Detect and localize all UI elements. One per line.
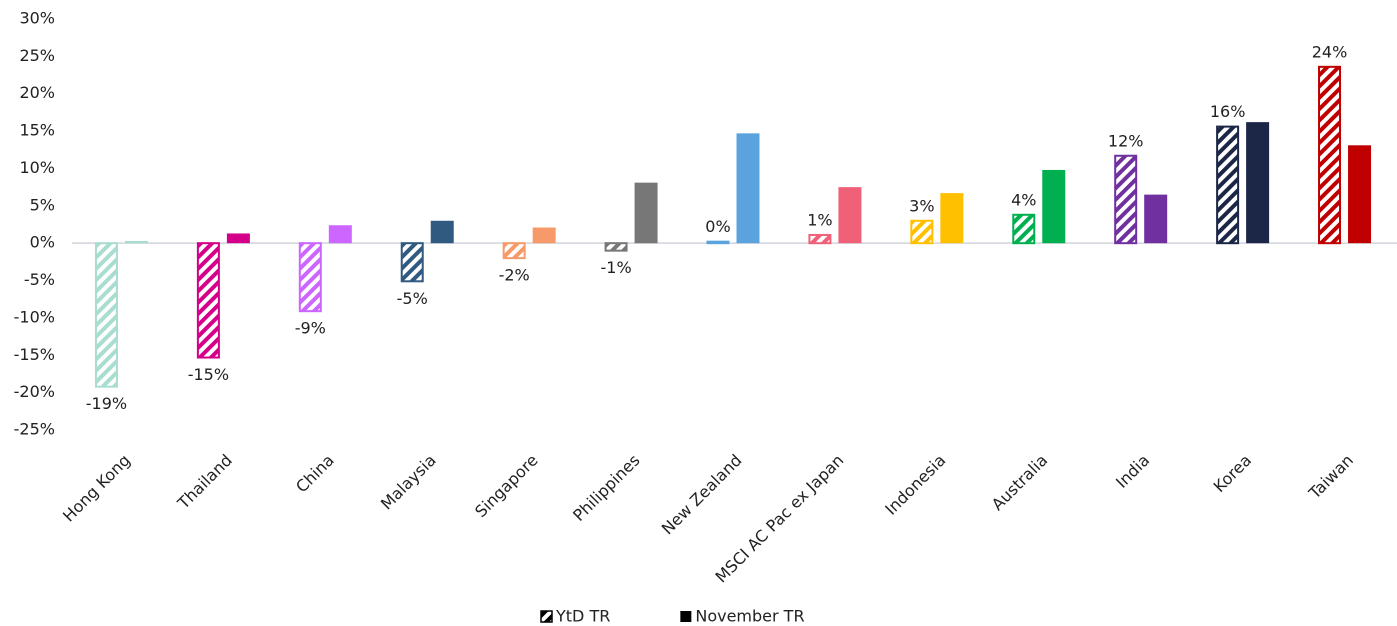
bar bbox=[1348, 145, 1372, 244]
data-label: -1% bbox=[600, 258, 631, 277]
data-label: 1% bbox=[807, 210, 832, 229]
data-label: -5% bbox=[397, 289, 428, 308]
legend-swatch bbox=[680, 611, 692, 622]
y-tick-label: -25% bbox=[14, 420, 55, 439]
bar bbox=[1246, 122, 1270, 244]
data-label: -2% bbox=[499, 266, 530, 285]
y-tick-label: 20% bbox=[19, 83, 55, 102]
bar bbox=[298, 242, 322, 313]
bar bbox=[94, 242, 118, 388]
bar bbox=[502, 242, 526, 260]
x-tick-label: Indonesia bbox=[881, 451, 949, 519]
bar bbox=[226, 233, 250, 244]
data-label: -15% bbox=[188, 365, 229, 384]
y-tick-label: -5% bbox=[24, 270, 55, 289]
bar bbox=[808, 233, 832, 245]
data-label: 0% bbox=[705, 217, 730, 236]
bar bbox=[430, 220, 454, 244]
bar bbox=[532, 227, 556, 244]
x-tick-label: Korea bbox=[1210, 451, 1256, 497]
bar bbox=[940, 193, 964, 244]
bar bbox=[196, 242, 220, 359]
y-tick-label: -20% bbox=[14, 382, 55, 401]
data-label: -9% bbox=[295, 319, 326, 338]
x-tick-label: New Zealand bbox=[658, 451, 746, 539]
bar bbox=[1318, 65, 1342, 245]
x-tick-label: China bbox=[292, 451, 338, 497]
bar bbox=[910, 219, 934, 245]
x-tick-label: Philippines bbox=[569, 451, 643, 525]
bar bbox=[328, 225, 352, 244]
y-tick-label: 30% bbox=[19, 9, 55, 28]
bar bbox=[400, 242, 424, 283]
bar bbox=[634, 182, 658, 244]
y-tick-label: -10% bbox=[14, 307, 55, 326]
x-tick-label: Thailand bbox=[173, 451, 236, 514]
x-tick-label: Taiwan bbox=[1304, 451, 1357, 504]
x-tick-label: Singapore bbox=[471, 451, 542, 522]
data-label: 3% bbox=[909, 196, 934, 215]
legend-label: November TR bbox=[695, 607, 804, 626]
bar bbox=[1042, 169, 1066, 244]
y-tick-label: 10% bbox=[19, 158, 55, 177]
bar bbox=[604, 242, 628, 252]
y-tick-label: -15% bbox=[14, 345, 55, 364]
bar bbox=[838, 187, 862, 244]
data-label: 16% bbox=[1210, 102, 1246, 121]
y-tick-label: 5% bbox=[30, 195, 55, 214]
x-tick-label: Malaysia bbox=[377, 451, 440, 514]
x-tick-label: India bbox=[1112, 451, 1153, 492]
bar bbox=[1114, 154, 1138, 245]
bar bbox=[124, 240, 148, 244]
data-label: 24% bbox=[1312, 42, 1348, 61]
data-label: -19% bbox=[86, 394, 127, 413]
bar bbox=[1216, 125, 1240, 245]
y-tick-label: 15% bbox=[19, 121, 55, 140]
bar bbox=[1144, 194, 1168, 244]
y-tick-label: 25% bbox=[19, 46, 55, 65]
bar bbox=[736, 133, 760, 244]
legend-swatch bbox=[540, 610, 553, 623]
data-label: 4% bbox=[1011, 190, 1036, 209]
data-label: 12% bbox=[1108, 131, 1144, 150]
bar bbox=[1012, 213, 1036, 245]
y-tick-label: 0% bbox=[30, 233, 55, 252]
x-tick-label: Australia bbox=[988, 451, 1051, 514]
legend-label: YtD TR bbox=[555, 607, 610, 626]
x-tick-label: Hong Kong bbox=[59, 451, 134, 526]
bar bbox=[706, 240, 730, 245]
